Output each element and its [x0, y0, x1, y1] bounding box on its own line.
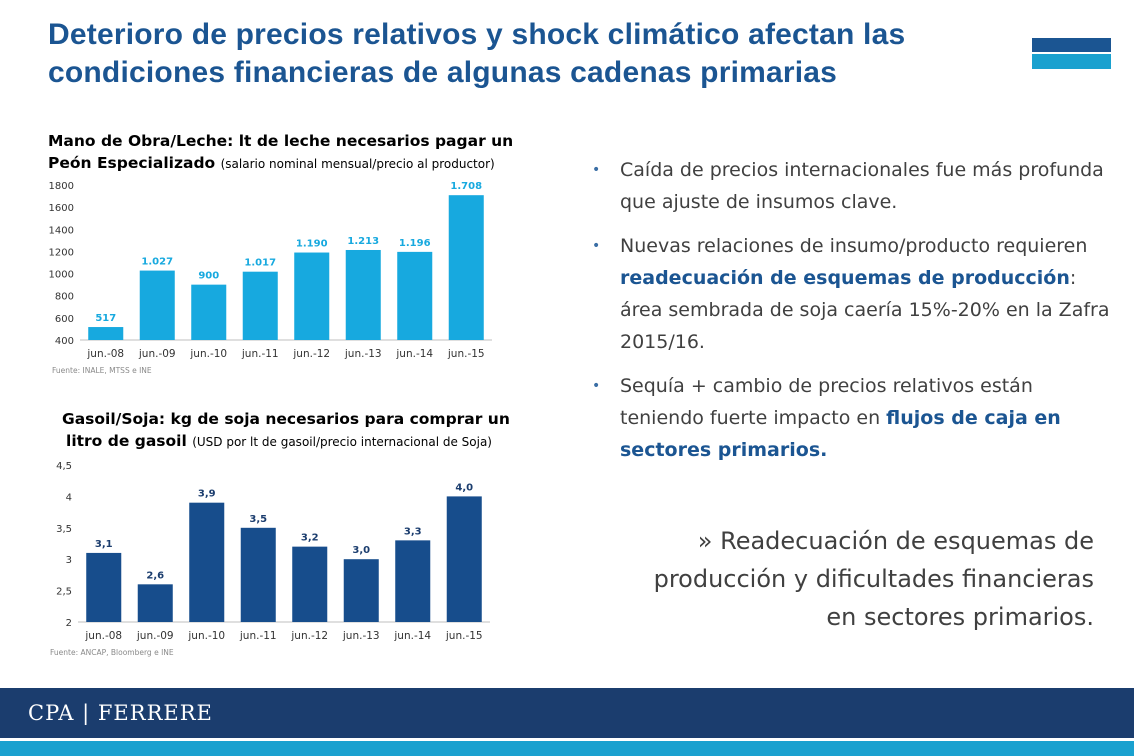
data-label: 3,2 — [301, 533, 319, 544]
bullet-highlight: readecuación de esquemas de producción — [620, 267, 1070, 289]
x-tick-label: jun.-13 — [342, 630, 380, 642]
bullet-text: Sequía + cambio de precios relativos est… — [620, 375, 1033, 429]
company-logo: CPA | FERRERE — [28, 701, 213, 725]
x-tick-label: jun.-10 — [189, 348, 227, 360]
x-tick-label: jun.-13 — [344, 348, 382, 360]
chart2-source: Fuente: ANCAP, Bloomberg e INE — [50, 648, 174, 657]
bullet-text: : área sembrada de soja caería 15%-20% e… — [620, 267, 1110, 353]
x-tick-label: jun.-09 — [138, 348, 176, 360]
chart2-title-sub: (USD por lt de gasoil/precio internacion… — [192, 435, 492, 449]
x-tick-label: jun.-12 — [292, 348, 330, 360]
chart1-title-line1: Mano de Obra/Leche: lt de leche necesari… — [48, 132, 514, 150]
bullet-list: • Caída de precios internacionales fue má… — [592, 154, 1112, 478]
bar — [294, 252, 330, 340]
data-label: 517 — [95, 313, 116, 324]
chart2-gasoil-soy: 2 2,5 3 3,5 4 4,5 3,1 jun.-08 2,6 jun.-09 3,9 jun.-… — [50, 461, 490, 657]
data-label: 3,0 — [352, 545, 370, 556]
data-label: 3,9 — [198, 489, 216, 500]
y-tick-label: 1400 — [49, 225, 74, 236]
y-tick-label: 400 — [55, 336, 74, 347]
conclusion-text: » Readecuación de esquemas de producción… — [653, 527, 1094, 631]
data-label: 4,0 — [455, 482, 473, 493]
data-label: 1.027 — [141, 257, 173, 268]
y-tick-label: 1600 — [49, 203, 74, 214]
bar — [397, 251, 433, 340]
chart2-title-line2: litro de gasoil — [66, 432, 187, 450]
y-tick-label: 3 — [66, 555, 72, 566]
bullet-item: • Nuevas relaciones de insumo/producto re… — [592, 230, 1112, 358]
bar — [88, 327, 124, 340]
x-tick-label: jun.-14 — [395, 348, 433, 360]
bar — [292, 546, 328, 622]
bar — [240, 527, 276, 622]
x-tick-label: jun.-08 — [84, 630, 122, 642]
data-label: 1.708 — [450, 181, 482, 192]
y-tick-label: 2 — [66, 618, 72, 629]
bullet-dot: • — [592, 378, 601, 394]
bullet-text: Caída de precios internacionales fue más… — [620, 159, 1104, 213]
footer-strip — [0, 741, 1134, 756]
bullet-dot: • — [592, 162, 601, 178]
bar — [139, 270, 175, 340]
bar — [395, 540, 431, 622]
bar — [86, 552, 122, 622]
chart1-title-sub: (salario nominal mensual/precio al produ… — [220, 157, 495, 171]
chart2-heading: Gasoil/Soja: kg de soja necesarios para … — [62, 408, 510, 453]
data-label: 900 — [198, 271, 219, 282]
y-tick-label: 1200 — [49, 247, 74, 258]
bullet-text: Nuevas relaciones de insumo/producto req… — [620, 235, 1088, 257]
bar — [345, 249, 381, 340]
bar — [242, 271, 278, 340]
bar — [191, 284, 227, 340]
footer-bar — [0, 688, 1134, 738]
chart1-heading: Mano de Obra/Leche: lt de leche necesari… — [48, 130, 513, 175]
data-label: 1.017 — [244, 258, 276, 269]
y-tick-label: 4 — [66, 492, 72, 503]
y-tick-label: 1800 — [49, 181, 74, 192]
slide-title: Deterioro de precios relativos y shock c… — [48, 18, 906, 89]
bullet-dot: • — [592, 238, 601, 254]
chart1-title-line2: Peón Especializado — [48, 154, 216, 172]
x-tick-label: jun.-10 — [187, 630, 225, 642]
y-tick-label: 3,5 — [56, 524, 72, 535]
y-tick-label: 2,5 — [56, 587, 72, 598]
corner-decoration-dark — [1032, 38, 1111, 52]
bullet-highlight: flujos de caja en sectores primarios. — [620, 407, 1061, 461]
x-tick-label: jun.-15 — [447, 348, 485, 360]
x-tick-label: jun.-08 — [86, 348, 124, 360]
y-tick-label: 4,5 — [56, 461, 72, 472]
data-label: 3,3 — [404, 526, 422, 537]
y-tick-label: 600 — [55, 314, 74, 325]
y-tick-label: 1000 — [49, 270, 74, 281]
data-label: 1.196 — [399, 238, 431, 249]
x-tick-label: jun.-14 — [393, 630, 431, 642]
bullet-item: • Sequía + cambio de precios relativos es… — [592, 370, 1112, 466]
data-label: 1.190 — [296, 239, 328, 250]
bar — [448, 195, 484, 340]
data-label: 3,5 — [249, 514, 267, 525]
chart1-source: Fuente: INALE, MTSS e INE — [52, 366, 152, 375]
bar — [446, 496, 482, 622]
data-label: 2,6 — [146, 570, 164, 581]
x-tick-label: jun.-11 — [239, 630, 277, 642]
bullet-item: • Caída de precios internacionales fue má… — [592, 154, 1112, 218]
corner-decoration-light — [1032, 54, 1111, 69]
x-tick-label: jun.-15 — [445, 630, 483, 642]
bar — [137, 584, 173, 622]
chart2-title-line1: Gasoil/Soja: kg de soja necesarios para … — [62, 410, 510, 428]
y-tick-label: 800 — [55, 292, 74, 303]
bar — [343, 559, 379, 622]
data-label: 1.213 — [347, 236, 379, 247]
x-tick-label: jun.-12 — [290, 630, 328, 642]
bar — [189, 502, 225, 622]
chart1-milk-labor: 400 600 800 1000 1200 1400 1600 1800 517 jun.-08 1… — [49, 181, 492, 375]
x-tick-label: jun.-09 — [136, 630, 174, 642]
x-tick-label: jun.-11 — [241, 348, 279, 360]
data-label: 3,1 — [95, 539, 113, 550]
